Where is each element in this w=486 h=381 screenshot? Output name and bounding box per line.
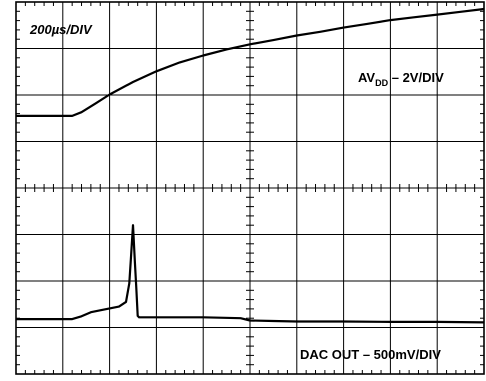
traces bbox=[16, 7, 485, 324]
timebase-label: 200µs/DIV bbox=[29, 22, 93, 37]
avdd-label-scale: – 2V/DIV bbox=[388, 70, 444, 85]
graticule bbox=[15, 1, 485, 375]
dac-out-trace bbox=[16, 224, 485, 324]
avdd-label-main: AV bbox=[358, 70, 375, 85]
dac-out-channel-label: DAC OUT – 500mV/DIV bbox=[300, 347, 441, 362]
avdd-label-subscript: DD bbox=[375, 78, 388, 88]
avdd-channel-label: AVDD – 2V/DIV bbox=[358, 70, 444, 88]
avdd-trace bbox=[16, 7, 485, 117]
